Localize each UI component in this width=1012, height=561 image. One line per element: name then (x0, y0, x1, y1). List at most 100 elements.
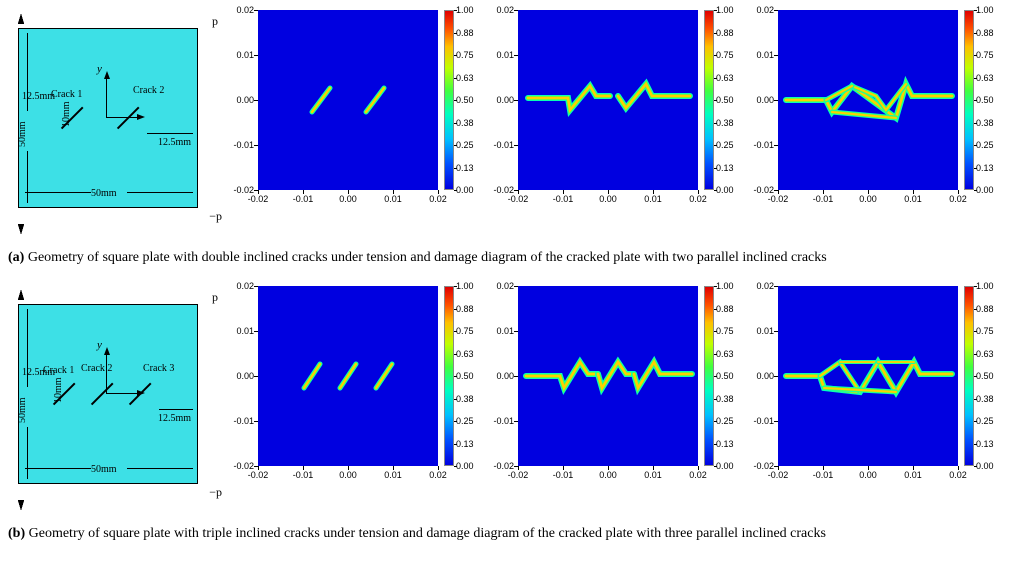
caption-a: (a) Geometry of square plate with double… (0, 246, 1012, 276)
dim-10: 10mm (61, 101, 72, 127)
x-tick-label: -0.01 (808, 194, 838, 204)
x-tick-label: -0.02 (763, 194, 793, 204)
damage-plot: -0.02-0.010.000.010.02-0.02-0.010.000.01… (746, 4, 1000, 228)
x-tick-label: 0.00 (853, 470, 883, 480)
x-tick-label: -0.01 (288, 470, 318, 480)
caption-b: (b) Geometry of square plate with triple… (0, 522, 1012, 552)
colorbar-tick-label: 1.00 (976, 5, 1000, 15)
colorbar-tick-label: 0.63 (456, 73, 480, 83)
colorbar (964, 10, 974, 190)
y-tick-label: 0.00 (744, 95, 774, 105)
plot-group-a: -0.02 -0.01 0.00 0.01 0.02 -0.02 -0.01 0.00 0.01… (226, 4, 1006, 228)
schematic-a: p−pyCrack 1Crack 212.5mm12.5mm10mm50mm50… (6, 14, 216, 224)
colorbar-tick-label: 0.50 (976, 371, 1000, 381)
y-tick-label: 0.01 (224, 326, 254, 336)
colorbar-tick-label: 0.38 (456, 118, 480, 128)
y-tick-label: -0.01 (484, 416, 514, 426)
y-tick-label: 0.00 (224, 95, 254, 105)
x-tick-label: -0.02 (763, 470, 793, 480)
damage-plot: -0.02-0.010.000.010.02-0.02-0.010.000.01… (746, 280, 1000, 504)
y-tick-label: 0.01 (484, 326, 514, 336)
caption-b-text: Geometry of square plate with triple inc… (25, 526, 826, 541)
colorbar-tick-label: 0.13 (976, 163, 1000, 173)
plate: yCrack 1Crack 2Crack 312.5mm12.5mm10mm50… (18, 304, 198, 484)
colorbar-tick-label: 0.63 (456, 349, 480, 359)
damage-plot: -0.02-0.010.000.010.02-0.02-0.010.000.01… (226, 4, 480, 228)
colorbar-tick-label: 0.38 (716, 118, 740, 128)
colorbar-tick-label: 0.88 (716, 28, 740, 38)
colorbar-tick-label: 0.50 (456, 95, 480, 105)
dim-50-v: 50mm (17, 121, 28, 147)
plot-group-b: -0.02 -0.01 0.00 0.01 0.02 -0.02 -0.01 0.00 0.01… (226, 280, 1006, 504)
y-tick-label: 0.01 (744, 326, 774, 336)
x-tick-label: -0.01 (288, 194, 318, 204)
colorbar-tick-label: 0.50 (456, 371, 480, 381)
colorbar-tick-label: 0.88 (716, 304, 740, 314)
colorbar-tick-label: 1.00 (456, 281, 480, 291)
x-tick-label: -0.01 (548, 194, 578, 204)
dim-50-v: 50mm (17, 397, 28, 423)
colorbar-tick-label: 0.13 (456, 439, 480, 449)
crack-label: Crack 2 (81, 363, 112, 374)
colorbar (964, 286, 974, 466)
colorbar-tick-label: 0.13 (976, 439, 1000, 449)
y-tick-label: -0.01 (484, 140, 514, 150)
y-tick-label: -0.01 (744, 140, 774, 150)
colorbar-tick-label: 0.50 (716, 95, 740, 105)
colorbar-tick-label: 0.75 (976, 50, 1000, 60)
colorbar-tick-label: 0.88 (456, 28, 480, 38)
x-tick-label: 0.01 (638, 470, 668, 480)
y-tick-label: 0.02 (484, 281, 514, 291)
y-tick-label: 0.01 (484, 50, 514, 60)
crack-label: Crack 1 (51, 89, 82, 100)
colorbar-tick-label: 0.75 (456, 50, 480, 60)
colorbar-tick-label: 0.38 (976, 118, 1000, 128)
x-tick-label: 0.00 (333, 194, 363, 204)
dim-50-h: 50mm (91, 188, 117, 199)
dim-10: 10mm (53, 377, 64, 403)
damage-overlay (778, 286, 958, 466)
x-tick-label: -0.02 (503, 470, 533, 480)
colorbar (444, 286, 454, 466)
x-tick-label: 0.02 (683, 470, 713, 480)
damage-overlay (258, 10, 438, 190)
colorbar-tick-label: 0.88 (976, 304, 1000, 314)
colorbar-tick-label: 0.25 (976, 416, 1000, 426)
p-label-top: p (212, 14, 218, 29)
y-tick-label: 0.02 (224, 281, 254, 291)
x-tick-label: 0.01 (378, 470, 408, 480)
y-axis-label: y (97, 63, 102, 75)
caption-b-bold: (b) (8, 526, 25, 541)
colorbar-tick-label: 0.13 (716, 439, 740, 449)
colorbar-tick-label: 1.00 (456, 5, 480, 15)
colorbar-tick-label: 0.00 (976, 461, 1000, 471)
damage-overlay (518, 10, 698, 190)
x-tick-label: -0.01 (808, 470, 838, 480)
colorbar-tick-label: 0.50 (716, 371, 740, 381)
x-tick-label: 0.02 (943, 470, 973, 480)
colorbar-tick-label: 0.38 (716, 394, 740, 404)
damage-plot: -0.02-0.010.000.010.02-0.02-0.010.000.01… (226, 280, 480, 504)
y-axis-label: y (97, 339, 102, 351)
p-label-bottom: −p (209, 485, 222, 500)
colorbar-tick-label: 0.25 (456, 416, 480, 426)
colorbar (704, 286, 714, 466)
y-tick-label: -0.01 (224, 416, 254, 426)
figure-row-a: p−pyCrack 1Crack 212.5mm12.5mm10mm50mm50… (0, 0, 1012, 246)
dim-12-5-right: 12.5mm (158, 137, 191, 148)
p-label-top: p (212, 290, 218, 305)
x-tick-label: -0.01 (548, 470, 578, 480)
colorbar-tick-label: 0.00 (716, 185, 740, 195)
y-tick-label: 0.01 (224, 50, 254, 60)
x-tick-label: 0.01 (898, 194, 928, 204)
y-tick-label: -0.01 (224, 140, 254, 150)
colorbar-tick-label: 0.00 (716, 461, 740, 471)
y-tick-label: -0.01 (744, 416, 774, 426)
y-tick-label: 0.00 (484, 371, 514, 381)
x-tick-label: 0.02 (423, 470, 453, 480)
damage-plot: -0.02-0.010.000.010.02-0.02-0.010.000.01… (486, 4, 740, 228)
plate: yCrack 1Crack 212.5mm12.5mm10mm50mm50mm (18, 28, 198, 208)
x-tick-label: 0.02 (683, 194, 713, 204)
x-tick-label: -0.02 (243, 194, 273, 204)
colorbar-tick-label: 0.63 (976, 349, 1000, 359)
